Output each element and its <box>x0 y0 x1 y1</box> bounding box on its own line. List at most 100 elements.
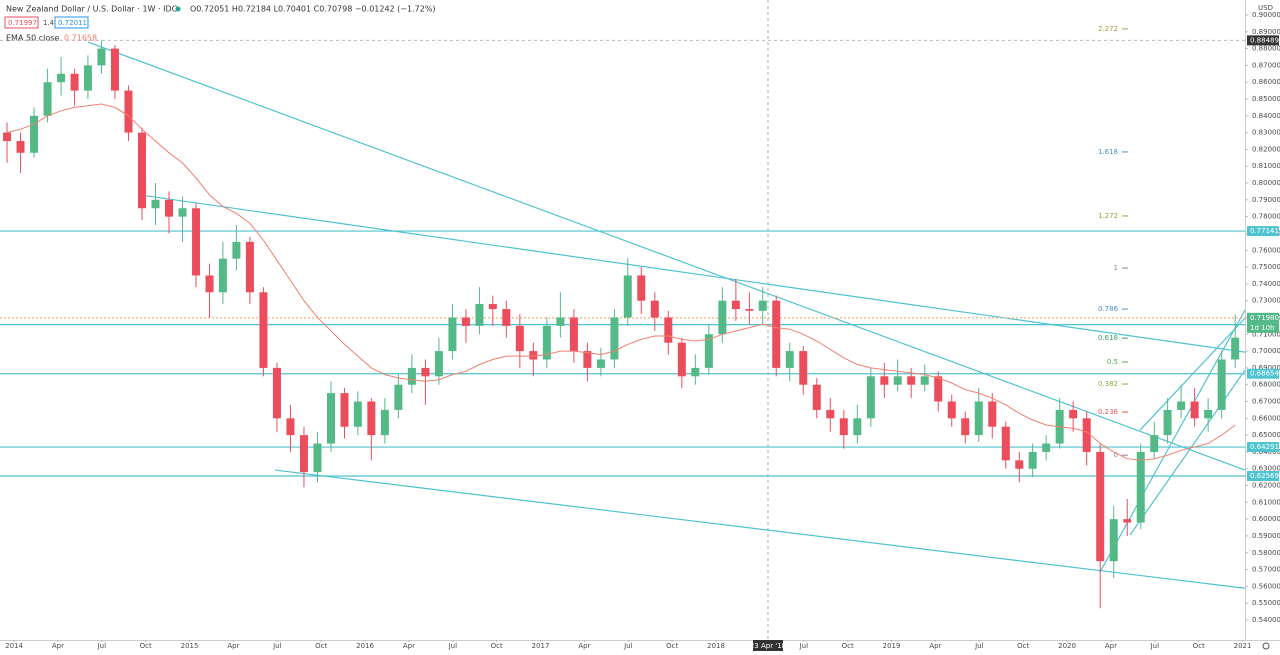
candle-body <box>529 351 538 360</box>
candle-body <box>583 351 592 368</box>
y-tick-label: 0.73000 <box>1252 297 1280 305</box>
candle-body <box>16 141 25 153</box>
candle-body <box>1015 460 1024 469</box>
candle-body <box>1042 443 1051 452</box>
candle-body <box>691 367 700 377</box>
settings-icon[interactable] <box>1262 642 1270 650</box>
candle-body <box>97 48 106 66</box>
countdown: 1d 10h <box>1250 324 1274 332</box>
candle-body <box>1177 401 1186 410</box>
x-tick-label: Oct <box>491 642 503 650</box>
candle-body <box>124 90 133 133</box>
candle-body <box>218 258 227 293</box>
high-badge <box>1247 35 1279 46</box>
candle-body <box>461 317 470 326</box>
ema-line <box>6 103 1236 461</box>
candle-body <box>165 199 174 217</box>
candle-body <box>43 82 52 116</box>
y-tick-label: 0.68000 <box>1252 381 1280 389</box>
candle-body <box>826 409 835 419</box>
fib-label: 1.618 <box>1098 148 1118 156</box>
candle-body <box>70 73 79 91</box>
y-tick-label: 0.55000 <box>1252 599 1280 607</box>
y-tick-label: 0.88000 <box>1252 45 1280 53</box>
candle-body <box>326 393 335 444</box>
y-tick-label: 0.56000 <box>1252 582 1280 590</box>
candle-body <box>731 300 740 310</box>
y-tick-label: 0.84000 <box>1252 112 1280 120</box>
ema-value: 0.71658 <box>64 34 97 43</box>
candle-body <box>434 351 443 377</box>
candle-body <box>880 376 889 385</box>
y-tick-label: 0.79000 <box>1252 196 1280 204</box>
y-tick-label: 0.66000 <box>1252 414 1280 422</box>
candle-body <box>704 334 713 368</box>
y-tick-label: 0.76000 <box>1252 246 1280 254</box>
candle-body <box>772 300 781 368</box>
y-tick-label: 0.60000 <box>1252 515 1280 523</box>
x-tick-label: 2021 <box>1234 642 1252 650</box>
x-tick-label: Apr <box>929 642 941 650</box>
x-tick-label: Jul <box>272 642 282 650</box>
ask: 0.72011 <box>58 19 87 27</box>
x-tick-label: Apr <box>52 642 64 650</box>
trendline <box>1099 309 1246 573</box>
y-tick-label: 0.89000 <box>1252 28 1280 36</box>
x-tick-label: Oct <box>666 642 678 650</box>
y-tick-label: 0.75000 <box>1252 263 1280 271</box>
y-tick-label: 0.62000 <box>1252 482 1280 490</box>
x-tick-label: 2014 <box>5 642 23 650</box>
x-tick-label: Apr <box>1105 642 1117 650</box>
ask-box[interactable] <box>54 16 89 29</box>
x-tick-label: Jul <box>799 642 809 650</box>
ema-label: EMA 50 close <box>6 34 59 43</box>
candle-body <box>394 384 403 410</box>
plot: 2.272 1.618 1.272 1 0.786 0.618 0.5 0.382 0.236 0 <box>0 0 1246 640</box>
candle-body <box>1163 409 1172 436</box>
y-tick-label: 0.90000 <box>1252 11 1280 19</box>
spread: 1.4 <box>43 19 55 27</box>
y-tick-label: 0.85000 <box>1252 95 1280 103</box>
level-badge-label: 0.62569 <box>1250 472 1279 480</box>
candle-body <box>542 325 551 360</box>
trendline <box>139 194 1246 353</box>
candle-body <box>947 401 956 419</box>
fib-label: 0.786 <box>1098 305 1119 313</box>
level-badge-label: 0.77141 <box>1250 227 1279 235</box>
candle-body <box>421 367 430 377</box>
bid-box[interactable] <box>4 16 39 29</box>
y-tick-label: 0.58000 <box>1252 549 1280 557</box>
candle-body <box>1150 435 1159 452</box>
candle-body <box>961 418 970 436</box>
candle-body <box>610 317 619 360</box>
candle-body <box>1001 426 1010 461</box>
y-tick-label: 0.59000 <box>1252 532 1280 540</box>
y-tick-label: 0.63000 <box>1252 465 1280 473</box>
candle-body <box>596 359 605 368</box>
candle-body <box>407 367 416 385</box>
candle-body <box>1082 418 1091 452</box>
y-tick-label: 0.61000 <box>1252 498 1280 506</box>
level-badge-label: 0.64291 <box>1250 443 1279 451</box>
level-badge <box>1247 442 1279 453</box>
candle-body <box>192 208 201 276</box>
x-tick-label: Jul <box>97 642 107 650</box>
candle-body <box>137 132 146 209</box>
candle-body <box>110 48 119 91</box>
overlay: New Zealand Dollar / U.S. Dollar · 1W · … <box>4 4 1273 650</box>
fib-label: 0.382 <box>1098 380 1118 388</box>
y-tick-label: 0.86000 <box>1252 78 1280 86</box>
level-badge <box>1247 470 1279 481</box>
candle-body <box>205 275 214 293</box>
candle-body <box>569 317 578 352</box>
fib-label: 0.236 <box>1098 408 1119 416</box>
symbol: New Zealand Dollar / U.S. Dollar · 1W · … <box>6 5 178 14</box>
x-tick-label: Apr <box>578 642 590 650</box>
candle-body <box>3 132 12 142</box>
status-dot <box>175 6 181 12</box>
candle-body <box>272 367 281 419</box>
price-badge <box>1247 312 1279 323</box>
candle-body <box>988 401 997 427</box>
candle-body <box>650 300 659 318</box>
